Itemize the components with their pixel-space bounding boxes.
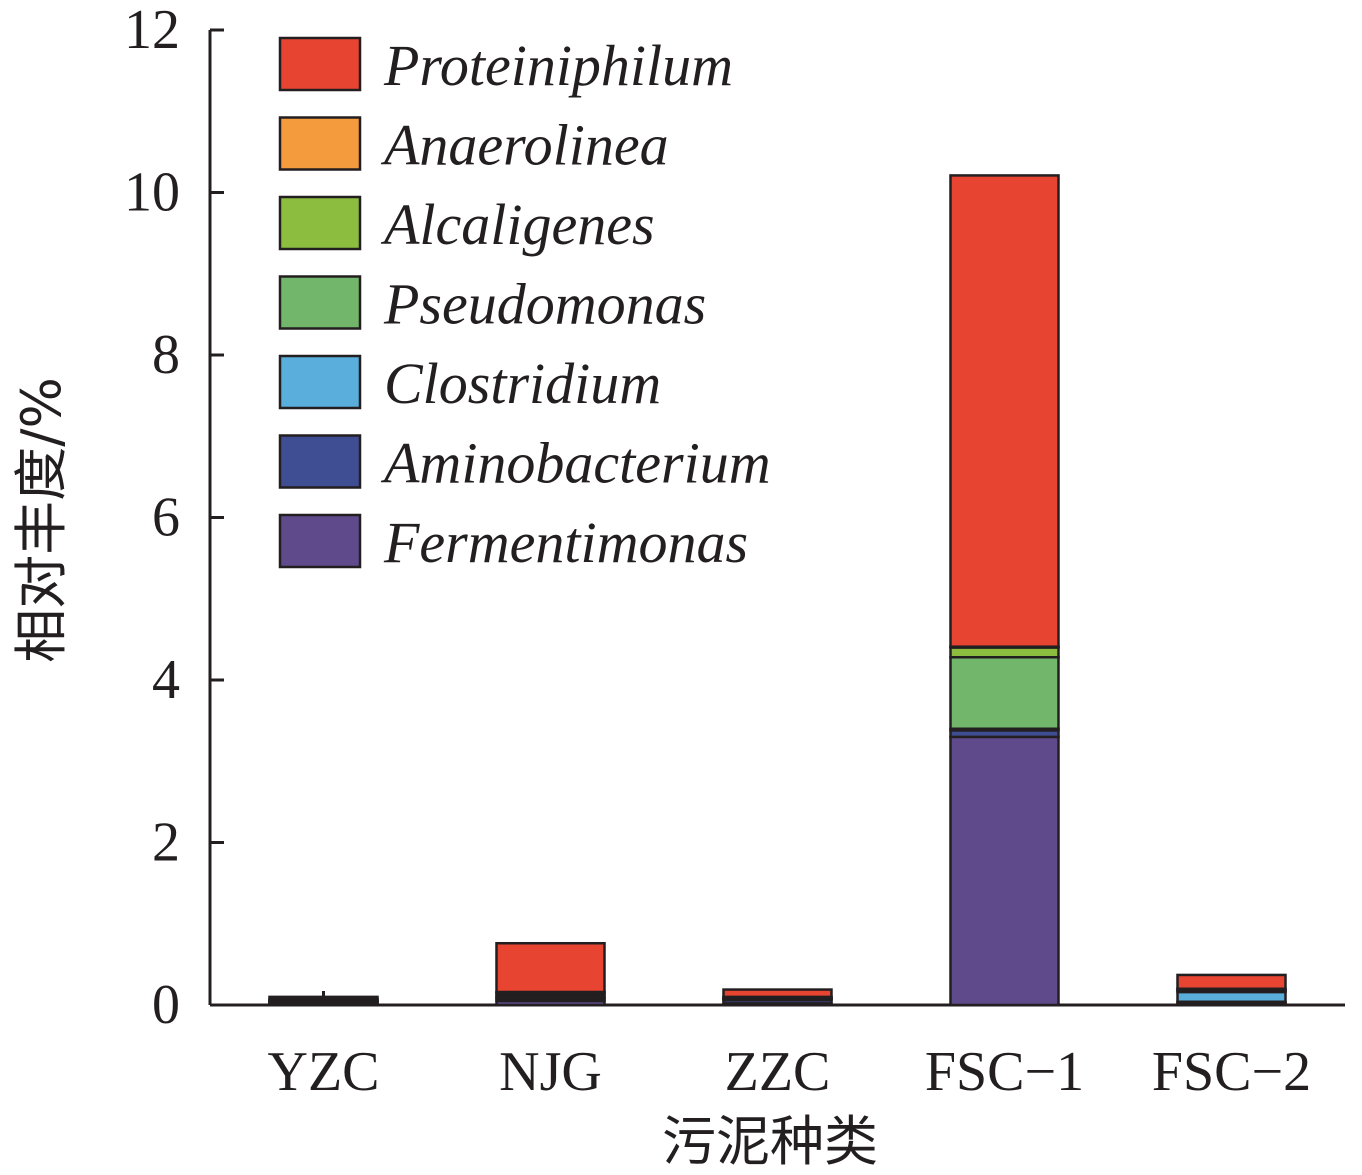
bar-segment: [1176, 990, 1287, 1003]
y-tick-label: 12: [124, 0, 180, 61]
x-tick-label: FSC−2: [1152, 1041, 1311, 1103]
legend-swatch: [278, 513, 362, 569]
legend-label: Pseudomonas: [383, 272, 706, 337]
y-tick-label: 10: [124, 162, 180, 224]
x-tick-label: NJG: [499, 1041, 602, 1103]
bar-segment: [949, 174, 1060, 648]
legend-swatch: [278, 195, 362, 251]
x-axis-title: 污泥种类: [662, 1110, 878, 1173]
bar-segment: [495, 942, 606, 994]
legend-label: Aminobacterium: [380, 431, 771, 496]
x-tick-label: FSC−1: [925, 1041, 1084, 1103]
y-tick-label: 0: [152, 974, 180, 1036]
bar-segment: [1176, 973, 1287, 990]
y-tick-label: 8: [152, 324, 180, 386]
legend: Proteiniphilum Anaerolinea Alcaligenes Pseu…: [278, 33, 771, 575]
legend-swatch: [278, 354, 362, 410]
legend-swatch: [278, 116, 362, 171]
legend-swatch: [278, 275, 362, 330]
bar-segment: [949, 646, 1060, 659]
bar-segment: [949, 656, 1060, 730]
axes-group: 0 2 4 6 8 10 12 YZC NJG ZZC FSC−1 FSC−2: [124, 0, 1345, 1103]
legend-label: Alcaligenes: [380, 192, 655, 257]
y-axis-title: 相对丰度/%: [10, 377, 73, 663]
bar-segment: [268, 995, 379, 1001]
legend-label: Clostridium: [384, 351, 661, 416]
legend-label: Proteiniphilum: [383, 33, 733, 98]
bar-segment: [949, 735, 1060, 1007]
y-tick-label: 4: [152, 649, 180, 711]
legend-label: Anaerolinea: [380, 113, 669, 178]
x-tick-label: YZC: [268, 1041, 380, 1103]
legend-swatch: [278, 434, 362, 489]
legend-label: Fermentimonas: [383, 510, 748, 575]
bars-group: [268, 174, 1287, 1007]
bar-segment: [722, 988, 833, 999]
x-tick-label: ZZC: [725, 1041, 831, 1103]
legend-swatch: [278, 36, 362, 92]
y-tick-label: 6: [152, 487, 180, 549]
y-tick-label: 2: [152, 812, 180, 874]
